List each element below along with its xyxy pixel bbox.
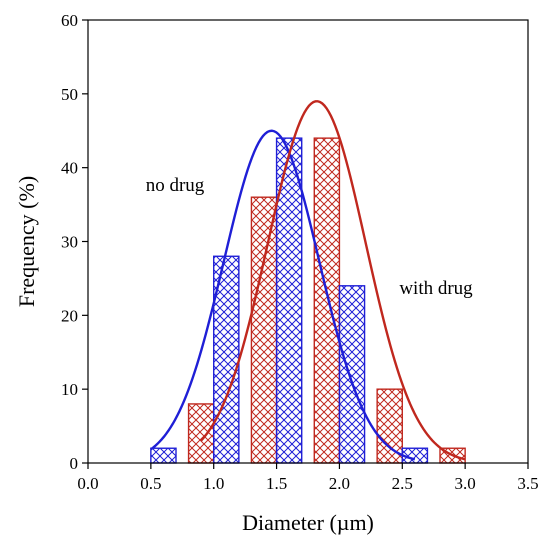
x-tick-label: 3.5 (517, 474, 538, 493)
x-tick-label: 1.0 (203, 474, 224, 493)
y-axis-ticks: 0 10 20 30 40 50 60 (61, 11, 88, 473)
y-tick-label: 30 (61, 233, 78, 252)
bar (187, 403, 215, 464)
annotation-no-drug: no drug (146, 175, 205, 196)
fit-curve (200, 100, 466, 461)
x-axis-title: Diameter (µm) (242, 510, 374, 535)
x-axis-ticks: 0.0 0.5 1.0 1.5 2.0 2.5 3.0 3.5 (77, 463, 539, 493)
fit-curves (150, 100, 466, 461)
plot-frame (87, 19, 529, 464)
bars-no-drug (150, 137, 429, 464)
x-tick-label: 2.0 (329, 474, 350, 493)
fit-curve (150, 129, 416, 461)
bar (376, 388, 403, 464)
bar (338, 285, 366, 464)
y-axis-title: Frequency (%) (14, 176, 39, 307)
bar (313, 137, 341, 464)
y-tick-label: 0 (70, 454, 79, 473)
y-tick-label: 40 (61, 159, 78, 178)
x-tick-label: 2.5 (392, 474, 413, 493)
bar (150, 447, 177, 464)
y-tick-label: 60 (61, 11, 78, 30)
bar (250, 196, 278, 464)
y-tick-label: 20 (61, 306, 78, 325)
bars-with-drug (187, 137, 466, 464)
x-tick-label: 0.5 (140, 474, 161, 493)
x-tick-label: 0.0 (77, 474, 98, 493)
y-tick-label: 50 (61, 85, 78, 104)
bar (275, 137, 303, 464)
y-tick-label: 10 (61, 380, 78, 399)
annotation-with-drug: with drug (399, 278, 473, 299)
x-tick-label: 3.0 (455, 474, 476, 493)
x-tick-label: 1.5 (266, 474, 287, 493)
